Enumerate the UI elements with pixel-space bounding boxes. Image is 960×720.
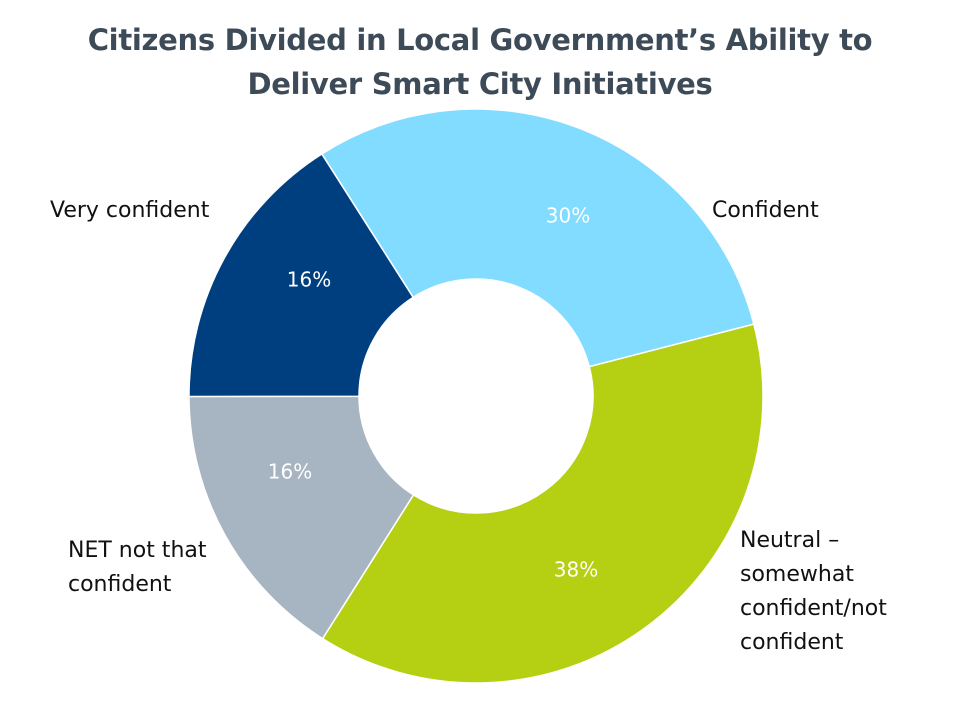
- category-label-line: Confident: [712, 198, 819, 223]
- chart-title-line-2: Deliver Smart City Initiatives: [247, 67, 713, 101]
- category-label-line: confident: [68, 572, 172, 597]
- category-label-line: NET not that: [68, 538, 207, 563]
- chart-title: Citizens Divided in Local Government’s A…: [0, 18, 960, 106]
- category-label-net-not-that-confident: NET not that confident: [68, 538, 207, 597]
- data-label-neutral-somewhat-confident-not-confident: 38%: [554, 558, 598, 582]
- category-label-line: somewhat: [740, 562, 854, 587]
- donut-slices: [188, 108, 764, 684]
- category-label-line: confident/not: [740, 596, 887, 621]
- chart-title-line-1: Citizens Divided in Local Government’s A…: [87, 23, 873, 57]
- category-labels: Confident Neutral – somewhat confident/not c…: [50, 198, 887, 655]
- category-label-line: Very confident: [50, 198, 210, 223]
- donut-slice-confident: [320, 108, 755, 368]
- category-label-very-confident: Very confident: [50, 198, 210, 223]
- data-label-net-not-that-confident: 16%: [268, 460, 312, 484]
- donut-slice-neutral-somewhat-confident-not-confident: [321, 323, 764, 684]
- category-label-line: Neutral –: [740, 528, 839, 553]
- donut-slice-net-not-that-confident: [188, 395, 415, 640]
- donut-slice-very-confident: [188, 152, 415, 398]
- category-label-confident: Confident: [712, 198, 819, 223]
- data-labels: 30% 38% 16% 16%: [268, 204, 598, 582]
- category-label-line: confident: [740, 630, 844, 655]
- category-label-neutral-somewhat-confident-not-confident: Neutral – somewhat confident/not confident: [740, 528, 887, 655]
- data-label-confident: 30%: [546, 204, 590, 228]
- data-label-very-confident: 16%: [287, 268, 331, 292]
